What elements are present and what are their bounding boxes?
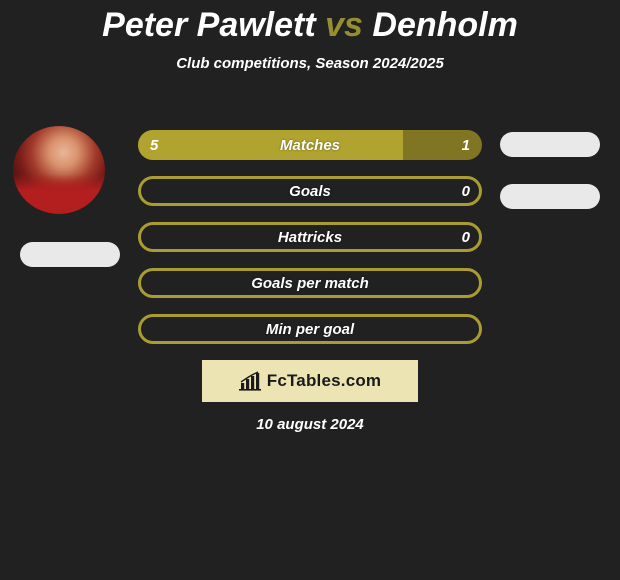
stat-label: Min per goal (138, 314, 482, 344)
stat-bars: Matches51Goals0Hattricks0Goals per match… (138, 130, 482, 360)
brand-badge: FcTables.com (202, 360, 418, 402)
stat-label: Hattricks (138, 222, 482, 252)
stat-label: Matches (138, 130, 482, 160)
player1-avatar-wrap (13, 126, 108, 216)
title-player2: Denholm (372, 6, 517, 44)
player2-avatar-pill (500, 132, 600, 157)
title-player1: Peter Pawlett (102, 6, 316, 44)
stat-label: Goals (138, 176, 482, 206)
subtitle: Club competitions, Season 2024/2025 (0, 55, 620, 72)
stat-row-goals-per-match: Goals per match (138, 268, 482, 298)
stat-value-right: 1 (462, 130, 470, 160)
stat-row-goals: Goals0 (138, 176, 482, 206)
stat-value-left: 5 (150, 130, 158, 160)
stat-value-right: 0 (462, 222, 470, 252)
player1-name-pill (20, 242, 120, 267)
player1-avatar (13, 126, 105, 214)
player2-name-pill (500, 184, 600, 209)
brand-chart-icon (239, 371, 263, 391)
stat-row-min-per-goal: Min per goal (138, 314, 482, 344)
page-title: Peter Pawlett vs Denholm (0, 6, 620, 45)
stat-row-hattricks: Hattricks0 (138, 222, 482, 252)
title-vs: vs (325, 6, 363, 44)
stat-value-right: 0 (462, 176, 470, 206)
brand-text: FcTables.com (267, 371, 382, 391)
stat-row-matches: Matches5 1 (138, 130, 482, 160)
comparison-infographic: Peter Pawlett vs Denholm Club competitio… (0, 6, 620, 580)
date-text: 10 august 2024 (0, 416, 620, 433)
stat-label: Goals per match (138, 268, 482, 298)
